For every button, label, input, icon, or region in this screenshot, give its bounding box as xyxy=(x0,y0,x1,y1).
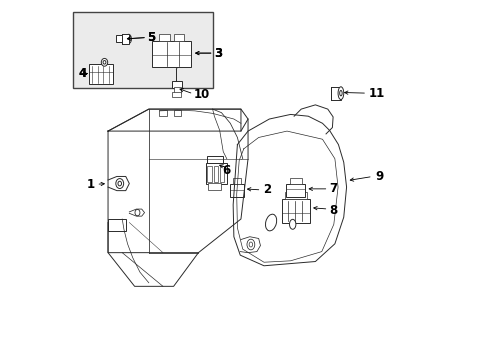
Ellipse shape xyxy=(265,214,276,231)
Ellipse shape xyxy=(118,181,121,186)
Text: 9: 9 xyxy=(375,170,383,183)
Text: 5: 5 xyxy=(147,31,155,44)
FancyBboxPatch shape xyxy=(233,178,241,184)
FancyBboxPatch shape xyxy=(281,199,309,222)
Ellipse shape xyxy=(101,58,107,66)
Bar xyxy=(116,35,122,42)
Ellipse shape xyxy=(339,90,342,96)
Text: 7: 7 xyxy=(329,183,337,195)
Text: 6: 6 xyxy=(222,163,230,176)
Ellipse shape xyxy=(337,87,343,100)
Text: 10: 10 xyxy=(194,89,210,102)
FancyBboxPatch shape xyxy=(207,183,221,190)
Text: 8: 8 xyxy=(329,204,337,217)
Ellipse shape xyxy=(103,60,106,64)
FancyBboxPatch shape xyxy=(171,81,182,88)
Text: 3: 3 xyxy=(213,46,222,60)
FancyBboxPatch shape xyxy=(285,184,305,197)
FancyBboxPatch shape xyxy=(159,33,170,41)
FancyBboxPatch shape xyxy=(230,184,244,197)
Text: 2: 2 xyxy=(263,184,270,197)
Text: 4: 4 xyxy=(78,67,86,80)
FancyBboxPatch shape xyxy=(173,33,184,41)
Bar xyxy=(213,166,218,182)
Ellipse shape xyxy=(248,242,252,247)
Ellipse shape xyxy=(135,210,140,216)
FancyBboxPatch shape xyxy=(88,64,112,84)
FancyBboxPatch shape xyxy=(285,192,306,199)
Ellipse shape xyxy=(246,239,254,250)
Bar xyxy=(330,87,340,100)
FancyBboxPatch shape xyxy=(289,178,301,184)
Bar xyxy=(108,219,125,231)
FancyBboxPatch shape xyxy=(152,41,191,67)
Text: 11: 11 xyxy=(368,87,384,100)
Ellipse shape xyxy=(116,179,123,189)
Bar xyxy=(72,12,212,88)
FancyBboxPatch shape xyxy=(173,110,181,116)
Ellipse shape xyxy=(125,34,131,44)
Text: 3: 3 xyxy=(213,46,222,60)
Ellipse shape xyxy=(289,219,295,229)
Bar xyxy=(207,166,211,182)
Text: 1: 1 xyxy=(86,178,94,191)
FancyBboxPatch shape xyxy=(174,87,181,93)
Bar xyxy=(220,166,224,182)
Bar xyxy=(122,34,128,44)
Text: 4: 4 xyxy=(78,67,86,80)
FancyBboxPatch shape xyxy=(159,110,166,116)
Text: 5: 5 xyxy=(147,31,155,44)
FancyBboxPatch shape xyxy=(207,156,223,163)
FancyBboxPatch shape xyxy=(205,163,226,184)
FancyBboxPatch shape xyxy=(172,93,181,98)
